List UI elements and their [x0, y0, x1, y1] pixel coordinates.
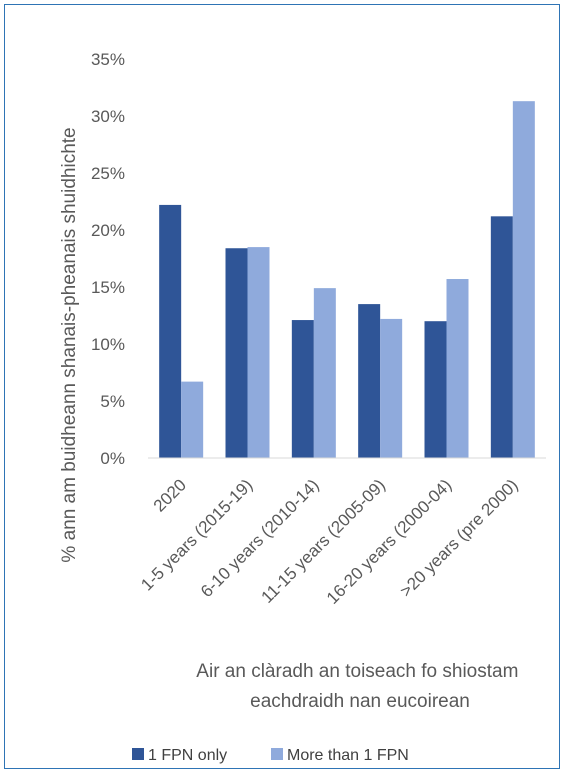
legend-label: More than 1 FPN: [287, 747, 409, 764]
y-axis-ticks: 0% 5% 10% 15% 20% 25% 30% 35%: [91, 50, 125, 468]
bar: [446, 279, 469, 458]
legend-label: 1 FPN only: [148, 747, 227, 764]
x-tick-label: 1-5 years (2015-19): [137, 475, 256, 594]
bar: [424, 321, 447, 458]
bar: [490, 216, 513, 458]
bar: [512, 101, 535, 459]
x-tick-label: 2020: [150, 475, 190, 515]
y-tick-label: 30%: [91, 107, 125, 126]
x-axis-title-line-1: Air an clàradh an toiseach fo shiostam: [196, 661, 518, 682]
x-tick-label: 16-20 years (2000-04): [323, 475, 455, 607]
y-tick-label: 0%: [100, 449, 125, 468]
chart-frame: 0% 5% 10% 15% 20% 25% 30% 35% 2020 1-5 years (20…: [4, 4, 560, 769]
bar: [181, 381, 204, 458]
y-tick-label: 10%: [91, 335, 125, 354]
bars: [159, 101, 535, 459]
y-axis-title: % ann am buidheann shanais-pheanais shui…: [59, 127, 80, 562]
y-tick-label: 35%: [91, 50, 125, 69]
bar: [380, 318, 403, 458]
bar: [159, 204, 182, 458]
x-tick-label: >20 years (pre 2000): [396, 475, 521, 600]
bar: [225, 248, 248, 458]
bar: [358, 304, 381, 458]
x-tick-label: 11-15 years (2005-09): [258, 475, 389, 606]
bar: [291, 320, 314, 458]
legend: 1 FPN only More than 1 FPN: [132, 747, 409, 764]
x-axis-title-line-2: eachdraidh nan eucoirean: [250, 691, 470, 712]
bar: [247, 247, 270, 458]
x-axis-title: Air an clàradh an toiseach fo shiostam e…: [196, 661, 523, 712]
legend-swatch: [271, 748, 283, 760]
legend-swatch: [132, 748, 144, 760]
y-tick-label: 5%: [100, 392, 125, 411]
x-tick-label: 6-10 years (2010-14): [197, 475, 323, 601]
y-tick-label: 20%: [91, 221, 125, 240]
y-tick-label: 15%: [91, 278, 125, 297]
y-tick-label: 25%: [91, 164, 125, 183]
bar: [313, 288, 336, 458]
